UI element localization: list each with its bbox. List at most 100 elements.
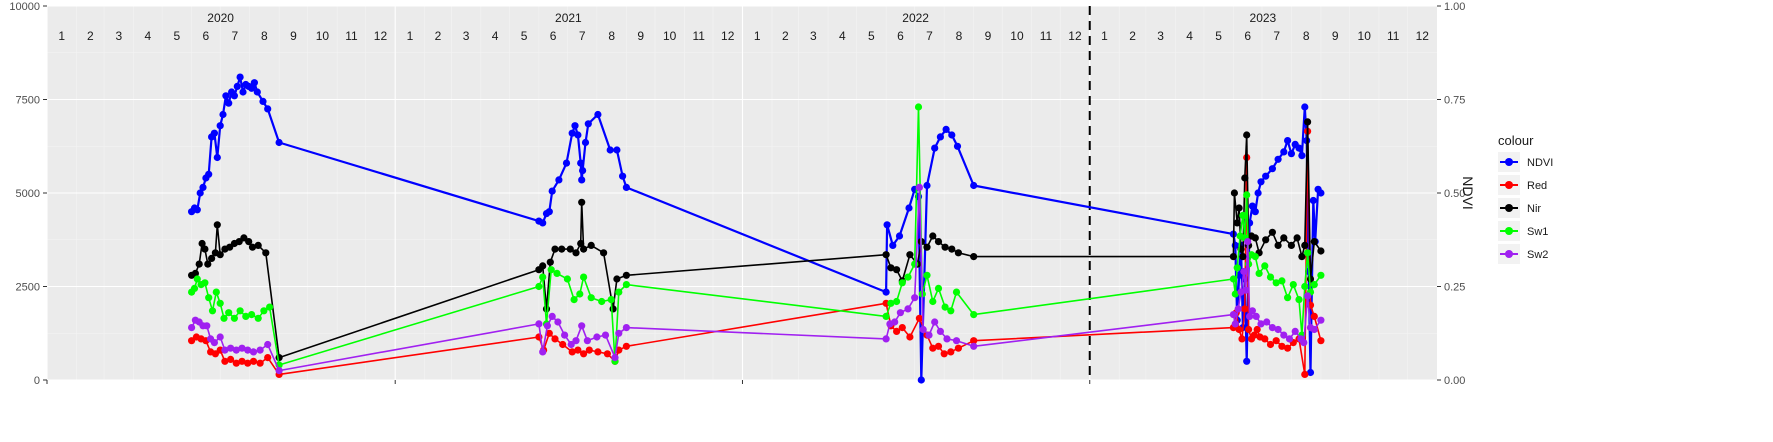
data-point [917,376,925,384]
month-label: 6 [897,29,904,43]
data-point [227,355,235,363]
data-point [1304,249,1312,257]
data-point [244,359,252,367]
legend-key-point [1505,250,1513,258]
data-point [941,303,949,311]
data-point [578,322,586,330]
data-point [535,282,543,291]
data-point [594,348,602,356]
data-point [568,129,576,137]
data-point [543,322,552,330]
data-point [954,344,963,352]
data-point [208,254,216,262]
data-point [545,208,553,216]
data-point [970,337,978,345]
data-point [219,110,227,119]
month-label: 4 [145,29,152,43]
month-label: 10 [1010,29,1024,43]
data-point [256,359,264,367]
series-sw2 [188,183,1325,375]
y2-tick-label: 1.00 [1444,1,1465,13]
legend-label: Red [1527,180,1547,192]
data-point [205,294,213,302]
data-point [201,245,209,253]
data-point [915,183,924,191]
month-label: 7 [926,29,933,43]
y-axis-right: 0.00 0.25 0.50 0.75 1.00 [1437,1,1465,387]
data-point [1257,320,1265,328]
data-point [929,232,937,240]
data-point [580,245,588,253]
data-point [923,271,931,279]
data-point [1295,296,1303,304]
month-label: 4 [492,29,499,43]
data-point [1301,241,1309,249]
data-point [1253,325,1261,334]
data-point [577,239,585,248]
data-point [970,311,978,319]
data-point [1280,148,1288,156]
month-label: 12 [1416,29,1430,43]
data-point [934,238,943,246]
legend-label: NDVI [1527,157,1553,169]
data-point [216,251,224,259]
series-layer [188,73,1325,384]
data-point [545,329,553,337]
data-point [212,288,220,296]
data-point [1235,204,1243,212]
data-point [216,299,224,307]
data-point [539,262,547,270]
data-point [554,318,562,326]
data-point [947,348,955,356]
data-point [574,346,582,354]
data-point [923,181,931,190]
data-point [904,305,912,313]
legend-item-sw1: Sw1 [1498,221,1548,241]
data-point [1240,267,1248,276]
data-point [244,346,252,354]
data-point [254,314,262,322]
data-point [232,359,240,367]
grid-major [46,5,1437,381]
data-point [1235,325,1243,334]
month-label: 6 [1244,29,1251,43]
y-tick-label: 7500 [16,95,40,107]
y2-tick-label: 0.25 [1444,282,1465,294]
data-point [1262,236,1270,244]
data-point [542,305,551,313]
data-point [1263,318,1271,326]
data-point [613,146,621,154]
data-point [622,281,631,289]
data-point [250,79,258,87]
data-point [1310,325,1318,334]
data-point [1272,279,1280,287]
data-point [905,204,913,212]
data-point [232,346,240,354]
data-point [1268,324,1276,332]
month-label: 5 [1215,29,1222,43]
data-point [236,73,244,81]
data-point [584,120,592,128]
data-point [1229,275,1237,283]
month-label: 8 [956,29,963,43]
data-point [594,110,602,119]
data-point [563,275,572,283]
data-point [948,131,956,139]
y-tick-label: 5000 [16,188,40,200]
data-point [936,133,945,141]
data-point [1251,234,1259,242]
data-point [1298,152,1306,160]
legend-key-point [1505,227,1513,235]
data-point [970,342,978,350]
series-red [188,127,1325,378]
data-point [195,260,203,268]
data-point [1304,118,1312,126]
data-point [216,122,224,130]
data-point [889,241,897,249]
data-point [561,331,569,339]
data-point [1310,281,1318,289]
data-point [1268,165,1276,173]
data-point [915,314,924,322]
